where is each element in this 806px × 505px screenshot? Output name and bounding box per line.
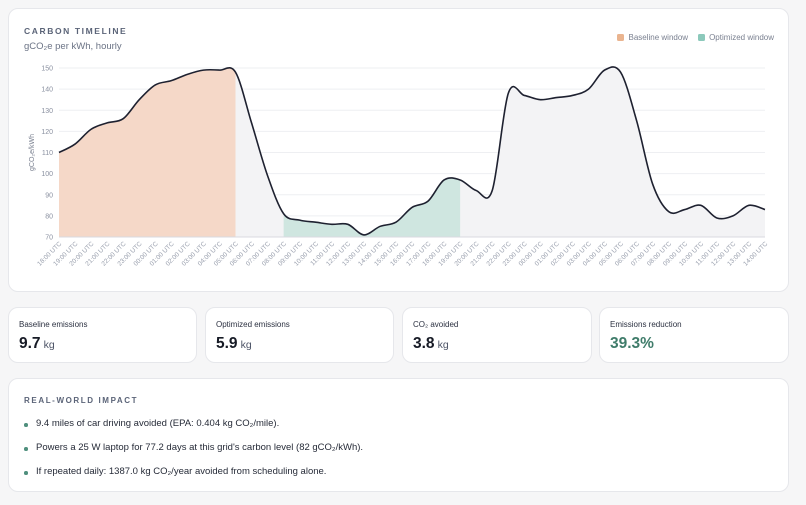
area-fill-baseline-window <box>59 67 236 237</box>
legend-label-baseline: Baseline window <box>628 33 689 42</box>
y-tick-label: 120 <box>41 129 53 136</box>
y-tick-label: 110 <box>42 150 53 157</box>
impact-item-laptop-power: Powers a 25 W laptop for 77.2 days at th… <box>24 441 363 465</box>
y-tick-label: 70 <box>45 235 53 242</box>
legend-swatch-baseline <box>617 34 625 41</box>
stat-value: 3.8 kg <box>413 335 449 353</box>
stat-label: Baseline emissions <box>19 320 88 329</box>
series-line <box>58 66 766 236</box>
stat-unit: kg <box>43 339 55 351</box>
legend-swatch-optimized <box>698 34 706 41</box>
stat-card-baseline-emissions: Baseline emissions 9.7 kg <box>8 307 197 363</box>
chart-title: CARBON TIMELINE <box>24 26 128 36</box>
y-tick-label: 90 <box>45 192 53 199</box>
y-axis-label: gCO₂e/kWh <box>29 134 36 171</box>
stat-value: 39.3% <box>610 335 654 353</box>
legend-item-optimized[interactable]: Optimized window <box>698 33 774 42</box>
chart-subtitle: gCO₂e per kWh, hourly <box>24 41 122 52</box>
area-fill-optimized-window <box>283 177 461 237</box>
impact-title: REAL-WORLD IMPACT <box>24 396 139 405</box>
stat-number: 5.9 <box>216 335 238 352</box>
impact-item-car-driving: 9.4 miles of car driving avoided (EPA: 0… <box>24 417 363 441</box>
y-tick-label: 80 <box>45 213 53 220</box>
stat-label: Emissions reduction <box>610 320 682 329</box>
stat-number: 9.7 <box>19 335 41 352</box>
y-tick-label: 100 <box>41 171 53 178</box>
legend-label-optimized: Optimized window <box>709 33 774 42</box>
y-tick-label: 140 <box>41 87 53 94</box>
stat-unit: kg <box>240 339 252 351</box>
stat-card-emissions-reduction: Emissions reduction 39.3% <box>599 307 789 363</box>
stat-label: CO₂ avoided <box>413 320 459 329</box>
impact-list: 9.4 miles of car driving avoided (EPA: 0… <box>24 417 363 489</box>
stat-card-co2-avoided: CO₂ avoided 3.8 kg <box>402 307 592 363</box>
stat-number: 3.8 <box>413 335 435 352</box>
stat-number: 39.3% <box>610 335 654 352</box>
stat-unit: kg <box>437 339 449 351</box>
stat-value: 9.7 kg <box>19 335 55 353</box>
carbon-timeline-card: 70 80 90 100 110 120 130 140 150 18:00 UTC 19:00 U… <box>8 8 789 292</box>
y-tick-label: 150 <box>41 66 53 73</box>
legend-item-baseline[interactable]: Baseline window <box>617 33 688 42</box>
impact-item-yearly-avoided: If repeated daily: 1387.0 kg CO₂/year av… <box>24 465 363 489</box>
stat-label: Optimized emissions <box>216 320 290 329</box>
stat-card-optimized-emissions: Optimized emissions 5.9 kg <box>205 307 394 363</box>
y-tick-label: 130 <box>41 108 53 115</box>
stat-value: 5.9 kg <box>216 335 252 353</box>
real-world-impact-card: REAL-WORLD IMPACT 9.4 miles of car drivi… <box>8 378 789 492</box>
chart-legend: Baseline window Optimized window <box>617 33 774 42</box>
